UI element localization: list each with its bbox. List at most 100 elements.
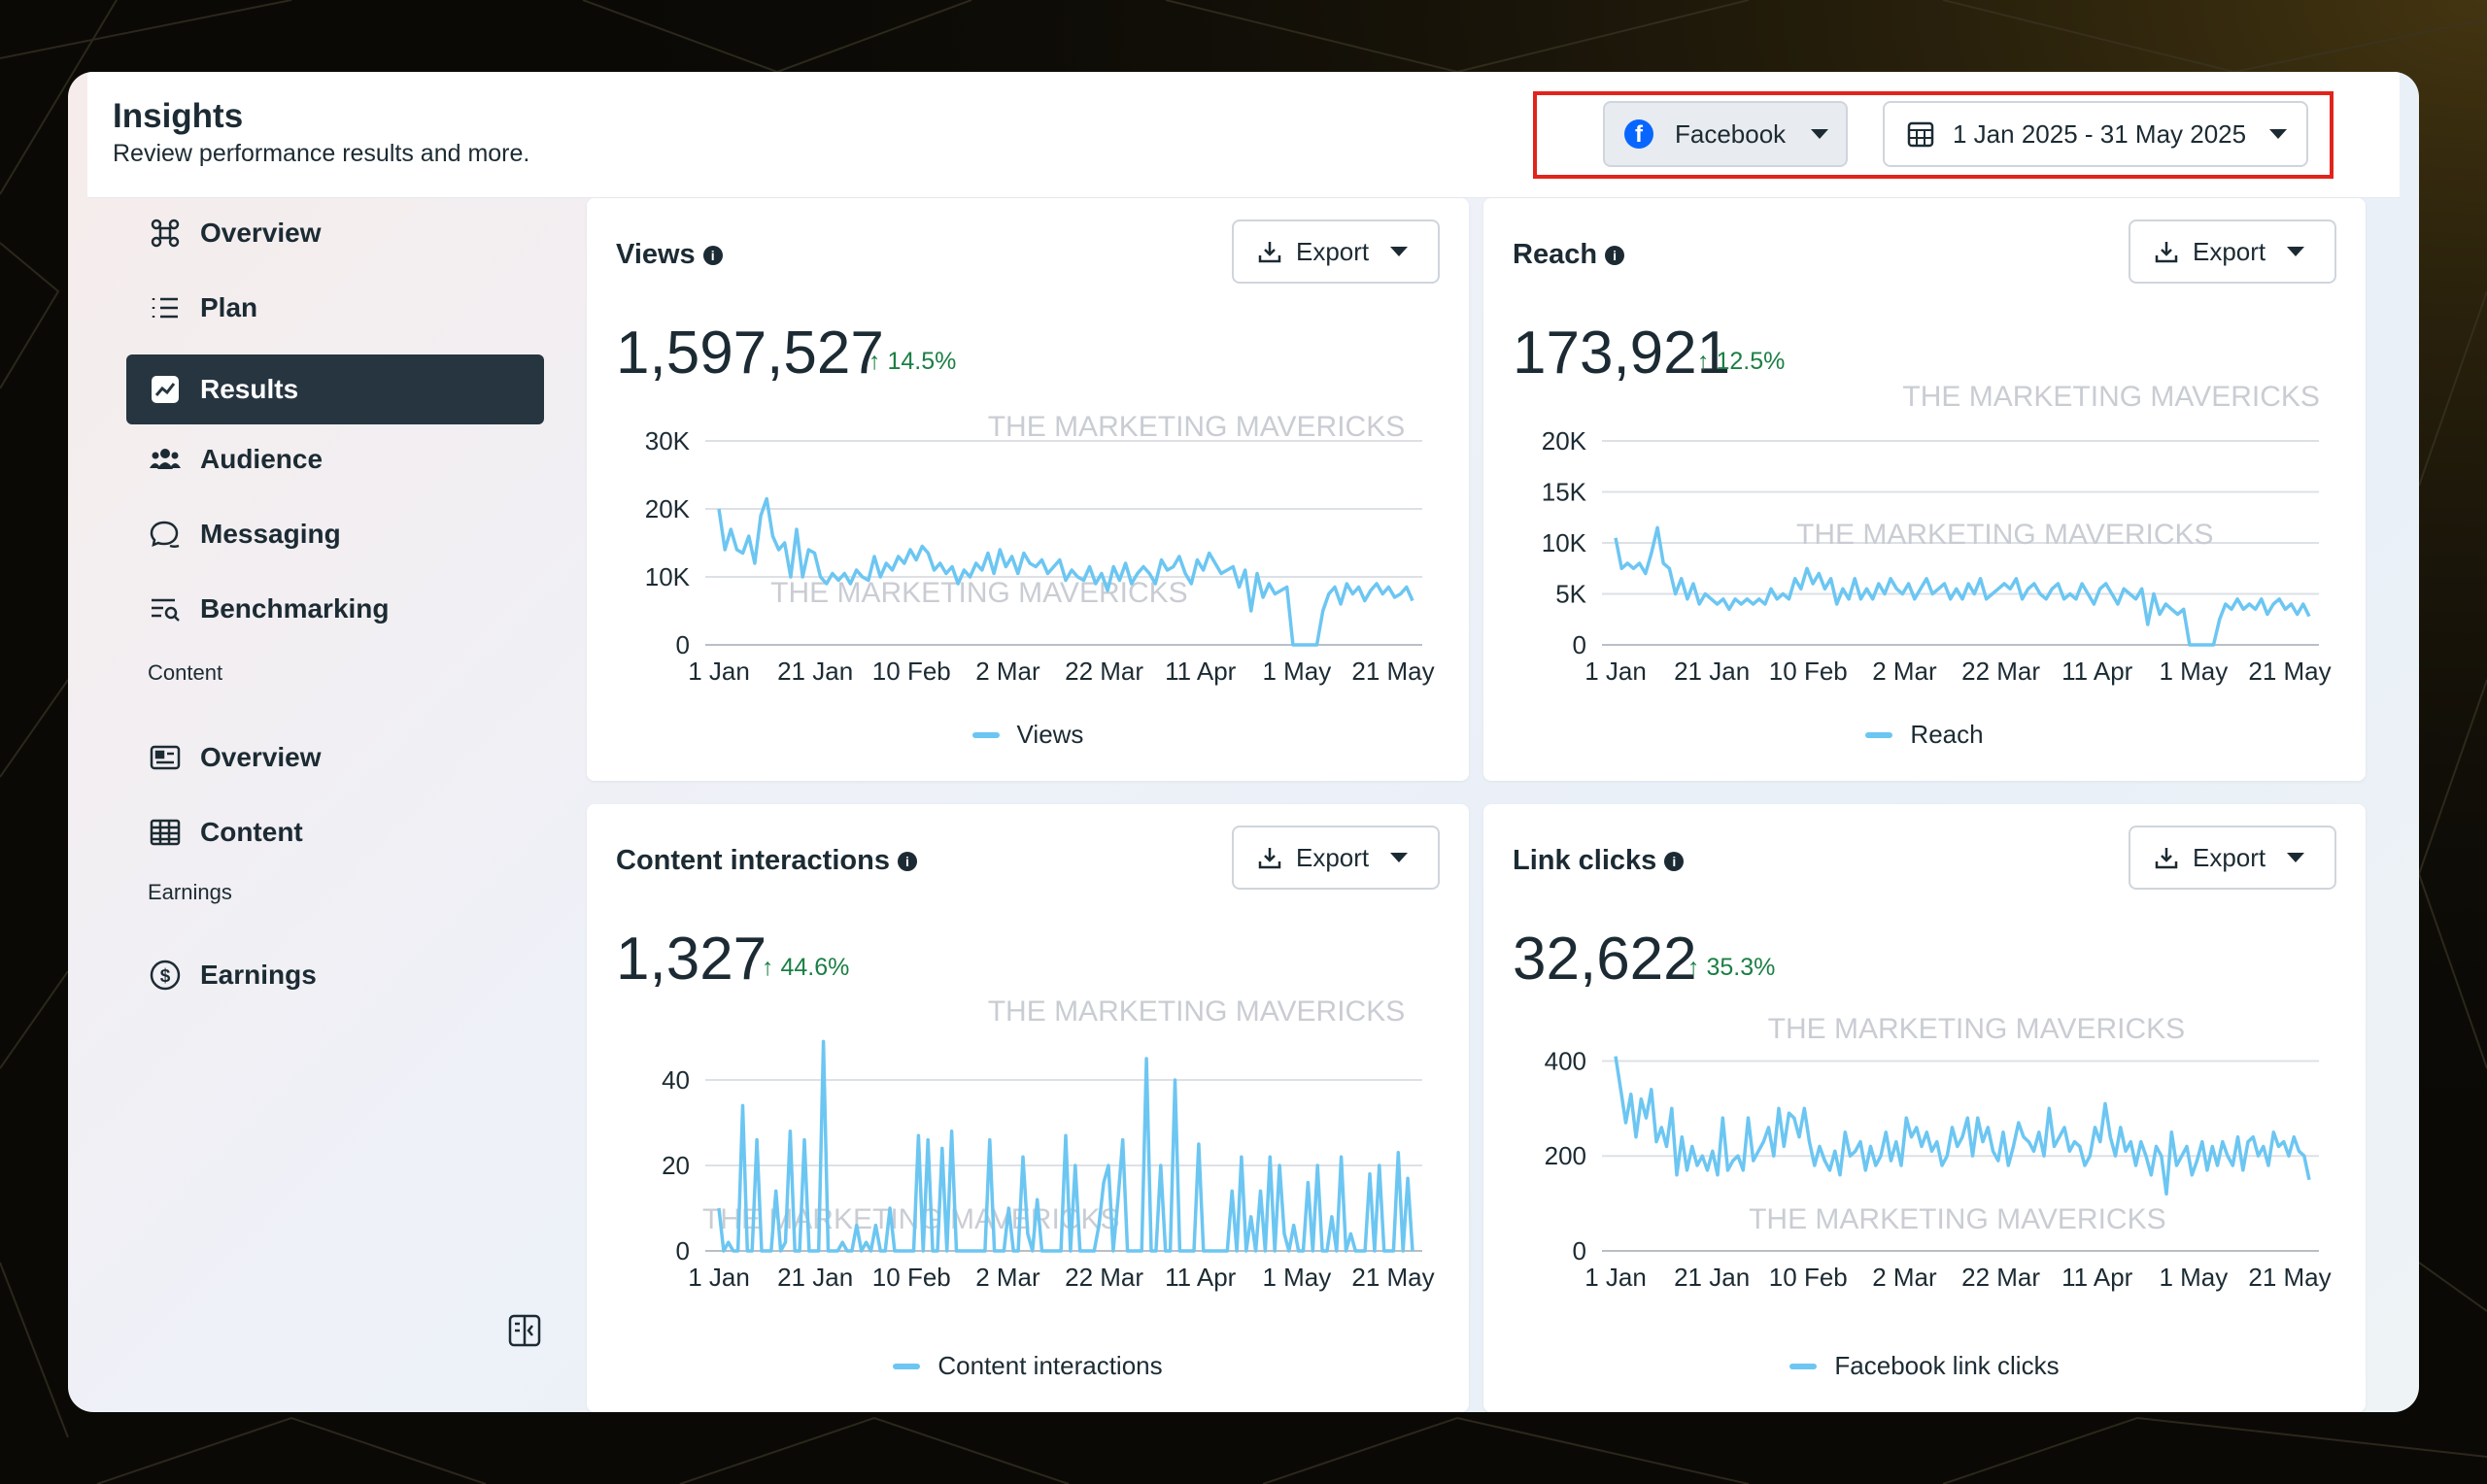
y-tick-label: 0 [1573,630,1586,659]
export-label: Export [1296,236,1370,266]
content-interactions-series-line[interactable] [717,1039,1414,1253]
y-tick-label: 400 [1545,1046,1586,1075]
platform-selector[interactable]: f Facebook [1603,101,1848,167]
x-tick-label: 1 Jan [688,1263,750,1292]
sidebar-item-content-overview[interactable]: Overview [126,723,544,793]
sidebar-item-overview[interactable]: Overview [126,198,544,268]
section-label-content: Content [148,660,223,685]
x-tick-label: 11 Apr [1165,657,1237,686]
views-card: Views i Export 1,597,527 ↑ 14.5% 0 10K 20K 30K 1 … [587,198,1469,781]
x-tick-label: 1 Jan [1584,657,1647,686]
content-interactions-card-title: Content interactions i [616,845,917,877]
card-title-text: Reach [1513,239,1598,270]
link-clicks-export-button[interactable]: Export [2129,826,2336,890]
legend-swatch [893,1363,921,1369]
sidebar-item-label: Earnings [200,960,317,990]
card-title-text: Content interactions [616,845,890,876]
sidebar-item-benchmarking[interactable]: Benchmarking [126,574,544,644]
link-clicks-series-line[interactable] [1614,1056,2311,1197]
content-interactions-total-value: 1,327 [616,926,767,993]
y-tick-label: 20K [645,494,691,523]
section-label-earnings: Earnings [148,880,232,904]
legend-label: Reach [1910,720,1984,749]
watermark-text: THE MARKETING MAVERICKS [988,411,1406,443]
x-tick-label: 11 Apr [1165,1263,1237,1292]
insights-window: Insights Review performance results and … [68,72,2419,1412]
x-tick-label: 1 May [1262,657,1331,686]
sidebar-item-results[interactable]: Results [126,354,544,424]
content-interactions-legend: Content interactions [587,1351,1469,1381]
x-tick-label: 22 Mar [1065,1263,1143,1292]
views-legend: Views [587,720,1469,750]
y-tick-label: 0 [676,630,690,659]
reach-change-indicator: ↑ 12.5% [1697,348,1785,376]
reach-export-button[interactable]: Export [2129,219,2336,284]
audience-icon [148,442,183,477]
page-header: Insights Review performance results and … [87,72,2400,198]
chevron-down-icon [2287,853,2305,862]
arrow-up-icon: ↑ [762,954,774,981]
views-series-line[interactable] [717,496,1414,647]
x-tick-label: 2 Mar [975,1263,1040,1292]
watermark-text: THE MARKETING MAVERICKS [702,1203,1120,1235]
legend-label: Content interactions [937,1351,1163,1380]
reach-series-line[interactable] [1614,525,2311,647]
reach-card: Reach i Export 173,921 ↑ 12.5% 0 5K 10K 15K 20K 1 … [1483,198,2366,781]
sidebar-item-label: Overview [200,218,322,248]
x-tick-label: 1 May [1262,1263,1331,1292]
x-tick-label: 10 Feb [1769,1263,1848,1292]
legend-swatch [971,731,1000,738]
export-label: Export [1296,842,1370,872]
x-tick-label: 21 May [1351,1263,1434,1292]
reach-total-value: 173,921 [1513,320,1731,387]
sidebar-item-content[interactable]: Content [126,797,544,867]
watermark-text: THE MARKETING MAVERICKS [988,995,1406,1028]
chevron-down-icon [1811,129,1829,139]
sidebar-item-label: Benchmarking [200,593,390,624]
y-tick-label: 30K [645,426,691,455]
date-range-selector[interactable]: 1 Jan 2025 - 31 May 2025 [1883,101,2308,167]
reach-card-title: Reach i [1513,239,1625,271]
content-table-icon [148,815,183,850]
legend-label: Facebook link clicks [1834,1351,2060,1380]
info-icon[interactable]: i [702,245,723,265]
sidebar-item-audience[interactable]: Audience [126,424,544,494]
link-clicks-card: Link clicks i Export 32,622 ↑ 35.3% 0 200 400 1 … [1483,804,2366,1412]
reach-legend: Reach [1483,720,2366,750]
legend-swatch [1789,1363,1818,1369]
legend-label: Views [1016,720,1084,749]
sidebar-item-messaging[interactable]: Messaging [126,499,544,569]
page-subtitle: Review performance results and more. [113,140,530,167]
x-tick-label: 1 Jan [1584,1263,1647,1292]
views-export-button[interactable]: Export [1232,219,1440,284]
x-tick-label: 2 Mar [1872,1263,1937,1292]
y-tick-label: 20K [1542,426,1587,455]
content-interactions-card: Content interactions i Export 1,327 ↑ 44.6% 0… [587,804,1469,1412]
content-interactions-export-button[interactable]: Export [1232,826,1440,890]
export-label: Export [2193,236,2266,266]
y-tick-label: 15K [1542,478,1587,507]
x-tick-label: 1 May [2159,1263,2228,1292]
views-total-value: 1,597,527 [616,320,884,387]
change-value: 14.5% [887,348,957,375]
sidebar: Overview Plan Results [87,198,631,1412]
x-tick-label: 10 Feb [1769,657,1848,686]
x-tick-label: 21 Jan [1674,657,1750,686]
sidebar-item-plan[interactable]: Plan [126,273,544,343]
platform-label: Facebook [1675,118,1787,149]
collapse-sidebar-icon[interactable] [507,1313,542,1348]
legend-swatch [1865,731,1893,738]
change-value: 12.5% [1716,348,1786,375]
highlight-annotation-box [1533,91,2334,179]
sidebar-item-earnings[interactable]: $ Earnings [126,940,544,1010]
x-tick-label: 21 May [2248,1263,2331,1292]
link-clicks-card-title: Link clicks i [1513,845,1685,877]
x-tick-label: 21 May [1351,657,1434,686]
info-icon[interactable]: i [1605,245,1625,265]
info-icon[interactable]: i [1664,851,1685,871]
content-interactions-change-indicator: ↑ 44.6% [762,954,849,982]
info-icon[interactable]: i [897,851,917,871]
y-tick-label: 10K [1542,528,1587,557]
chevron-down-icon [1390,247,1409,256]
card-title-text: Link clicks [1513,845,1657,876]
